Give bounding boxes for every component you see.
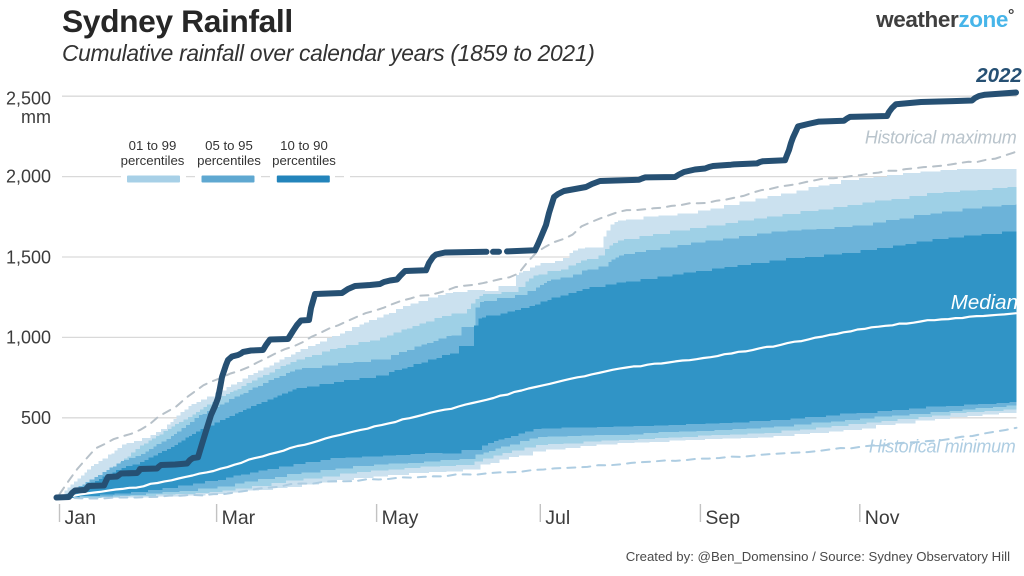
svg-text:1,000: 1,000	[6, 328, 51, 348]
svg-text:Mar: Mar	[222, 507, 256, 529]
svg-text:percentiles: percentiles	[121, 153, 185, 168]
svg-text:weatherzone°: weatherzone°	[875, 7, 1014, 32]
svg-text:Nov: Nov	[865, 507, 900, 529]
svg-text:Median: Median	[951, 291, 1018, 314]
svg-text:2,500: 2,500	[6, 89, 51, 109]
svg-text:Cumulative rainfall over calen: Cumulative rainfall over calendar years …	[62, 40, 594, 66]
svg-text:Sydney Rainfall: Sydney Rainfall	[62, 3, 293, 39]
svg-text:01 to 99: 01 to 99	[129, 138, 177, 153]
svg-text:500: 500	[21, 408, 51, 428]
svg-text:10 to 90: 10 to 90	[280, 138, 328, 153]
svg-text:percentiles: percentiles	[197, 153, 261, 168]
svg-text:2,000: 2,000	[6, 167, 51, 187]
svg-text:Jul: Jul	[545, 507, 570, 529]
svg-text:May: May	[382, 507, 419, 529]
svg-text:Sep: Sep	[705, 507, 740, 529]
svg-text:Historical minimum: Historical minimum	[869, 437, 1016, 457]
svg-text:Historical maximum: Historical maximum	[865, 128, 1017, 148]
svg-text:1,500: 1,500	[6, 248, 51, 268]
svg-text:Jan: Jan	[65, 507, 96, 529]
svg-text:2022: 2022	[975, 64, 1022, 87]
svg-text:percentiles: percentiles	[272, 153, 336, 168]
svg-text:mm: mm	[21, 107, 51, 127]
svg-text:Created by: @Ben_Domensino / S: Created by: @Ben_Domensino / Source: Syd…	[626, 549, 1010, 564]
svg-text:05 to 95: 05 to 95	[205, 138, 253, 153]
